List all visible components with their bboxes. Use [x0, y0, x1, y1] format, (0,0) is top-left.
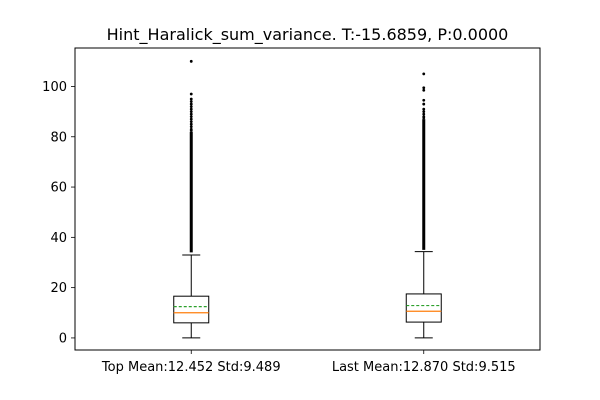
outlier-point: [189, 112, 193, 116]
outlier-point: [189, 110, 193, 114]
outlier-point: [189, 122, 193, 126]
outlier-point: [189, 125, 193, 129]
outlier-point: [422, 115, 426, 119]
y-tick-label: 0: [59, 331, 67, 346]
axes-frame: [74, 47, 541, 351]
outlier-point: [189, 115, 193, 119]
outlier-point: [422, 107, 426, 111]
y-tick-label: 100: [42, 80, 67, 95]
outlier-point: [422, 110, 426, 114]
outlier-point: [189, 117, 193, 121]
y-tick-label: 20: [50, 281, 67, 296]
y-tick-label: 40: [50, 231, 67, 246]
outlier-point: [189, 127, 193, 131]
plot-area: 0 20 40 60 80 100 Top Mean:12.452 Std:9.489 Las…: [42, 47, 541, 375]
outlier-point: [189, 102, 193, 106]
outlier-point: [422, 88, 426, 92]
y-tick-label: 80: [50, 130, 67, 145]
x-tick-label: Last Mean:12.870 Std:9.515: [332, 360, 516, 375]
outlier-point: [422, 86, 426, 90]
outlier-point: [189, 100, 193, 103]
x-tick-label: Top Mean:12.452 Std:9.489: [101, 360, 281, 375]
iqr-box: [405, 293, 442, 323]
y-tick-label: 60: [50, 181, 67, 196]
outlier-point: [189, 120, 193, 124]
outlier-point: [189, 105, 193, 108]
iqr-box: [173, 295, 210, 324]
outlier-point: [189, 92, 193, 96]
outlier-point: [422, 102, 426, 106]
outlier-point: [189, 97, 193, 101]
outlier-point: [189, 59, 193, 63]
outlier-point: [422, 98, 426, 102]
outlier-point: [189, 107, 193, 111]
outlier-point: [422, 112, 426, 116]
chart-title: Hint_Haralick_sum_variance. T:-15.6859, …: [107, 25, 509, 45]
outlier-point: [422, 72, 426, 76]
